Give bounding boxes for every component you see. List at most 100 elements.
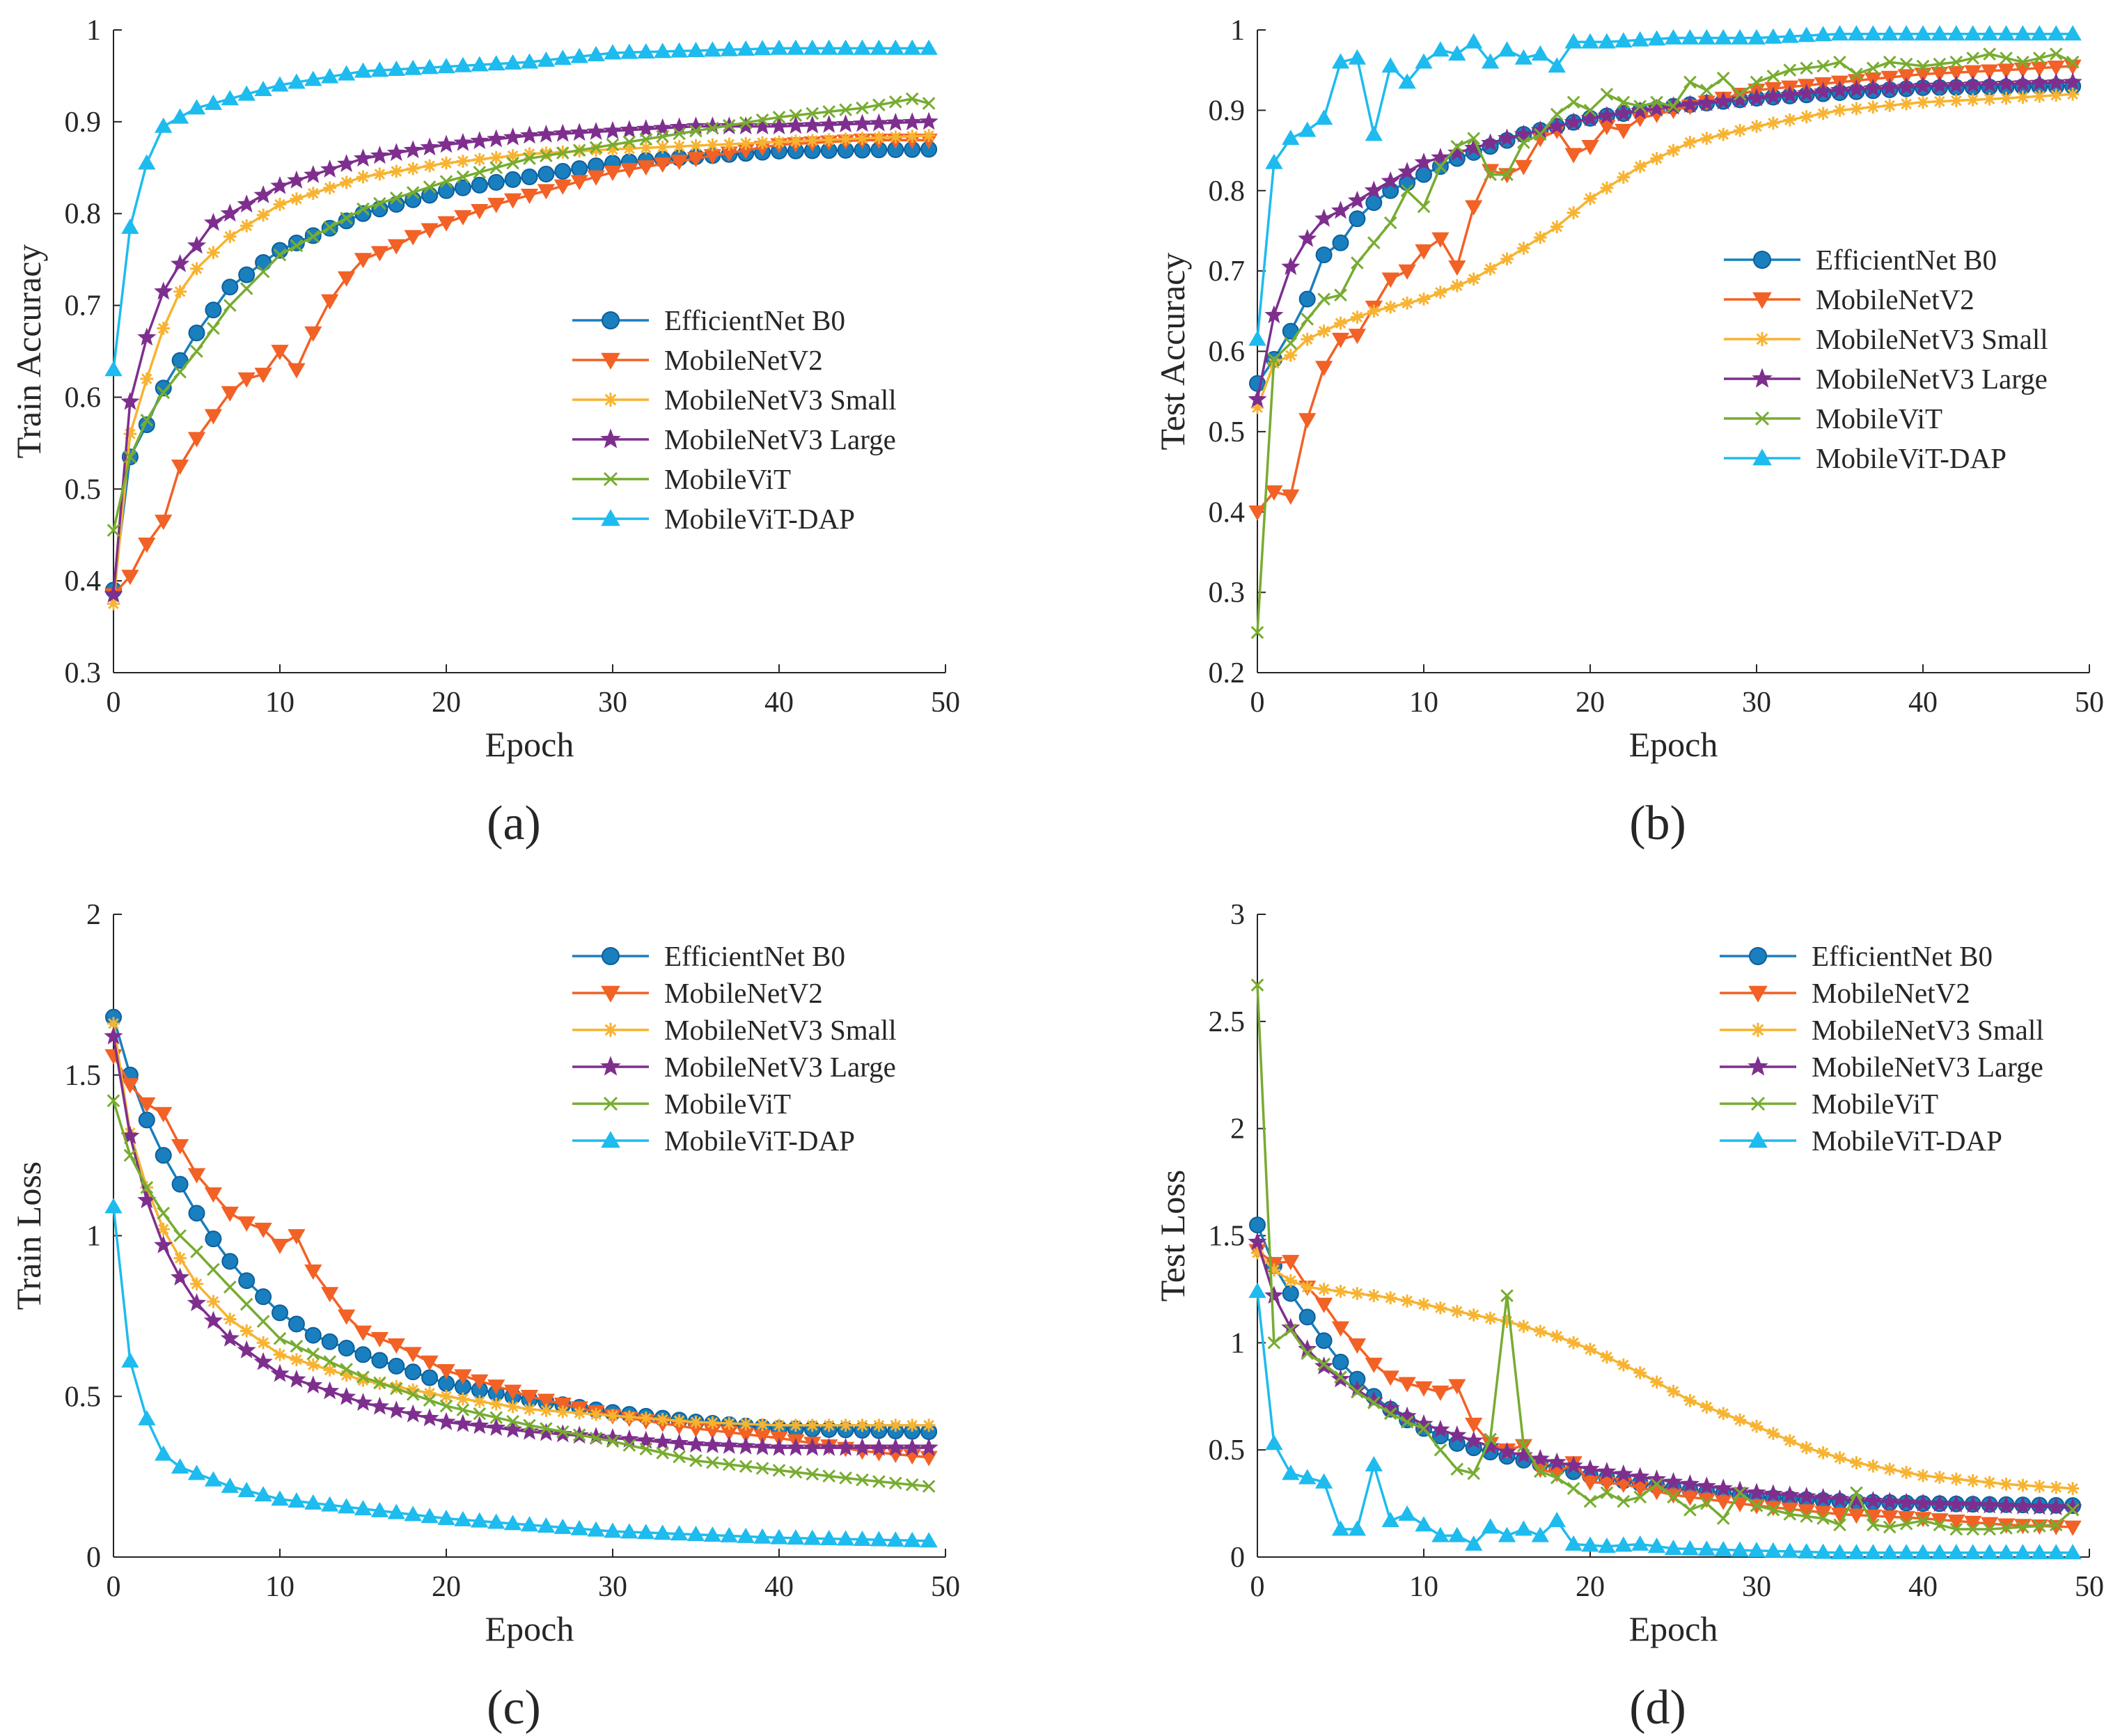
data-point (886, 1531, 904, 1547)
data-point (120, 1126, 140, 1144)
data-point (606, 143, 620, 156)
data-point (2000, 91, 2013, 105)
data-point (1863, 1491, 1883, 1509)
data-point (1600, 1350, 1614, 1364)
data-point (670, 42, 689, 58)
data-point (1947, 1494, 1966, 1512)
data-point (104, 361, 123, 377)
data-point (1631, 31, 1649, 47)
data-point (155, 117, 173, 133)
data-point (123, 450, 137, 464)
legend-marker (603, 1022, 618, 1038)
data-point (238, 1272, 256, 1290)
data-point (237, 372, 256, 388)
data-point (439, 1399, 453, 1413)
data-point (1282, 489, 1300, 505)
data-point (1647, 1469, 1667, 1488)
y-tick-label: 0.9 (1209, 95, 1246, 127)
data-point (1716, 1512, 1730, 1525)
data-point (722, 118, 736, 132)
data-point (1597, 106, 1617, 124)
data-point (1883, 1520, 1897, 1534)
data-point (570, 1519, 588, 1535)
data-point (702, 1435, 722, 1453)
legend-entry: EfficientNet B0 (572, 304, 845, 336)
x-tick-label: 30 (1742, 687, 1771, 719)
data-point (670, 155, 689, 171)
data-point (1931, 25, 1949, 41)
data-point (1750, 1499, 1764, 1512)
data-point (337, 65, 356, 81)
x-tick-label: 0 (1250, 1571, 1265, 1603)
data-point (1383, 1291, 1397, 1305)
legend-marker (600, 1056, 621, 1076)
data-point (439, 1389, 453, 1403)
data-point (1816, 107, 1830, 120)
legend-entry: MobileViT (1724, 402, 1942, 435)
data-point (173, 285, 187, 299)
data-point (221, 90, 239, 106)
data-point (1548, 57, 1566, 73)
data-point (420, 1408, 439, 1427)
data-point (1980, 25, 1999, 41)
data-point (1450, 279, 1464, 292)
data-point (2016, 91, 2029, 104)
legend-marker (603, 392, 618, 407)
x-tick-label: 30 (598, 1571, 627, 1603)
data-point (1631, 1467, 1650, 1485)
data-point (321, 1333, 338, 1350)
data-point (1916, 59, 1930, 73)
data-point (622, 1410, 636, 1424)
data-point (1434, 1443, 1447, 1457)
legend-label: MobileNetV3 Large (664, 423, 896, 455)
data-point (1331, 332, 1350, 348)
x-tick-label: 10 (265, 687, 295, 719)
data-point (1699, 1496, 1713, 1510)
data-point (473, 1407, 487, 1421)
data-point (1498, 41, 1516, 57)
data-point (1897, 69, 1915, 85)
data-point (471, 1374, 489, 1390)
data-point (2046, 72, 2066, 91)
data-point (1683, 1394, 1697, 1407)
data-point (1447, 1425, 1467, 1444)
data-point (1931, 1544, 1949, 1560)
data-point (1465, 1417, 1483, 1433)
data-point (1766, 70, 1780, 83)
legend-entry: MobileNetV3 Large (1720, 1051, 2043, 1083)
series-mobilenetv3-large (1248, 72, 2082, 408)
data-point (1880, 25, 1899, 41)
data-point (1450, 139, 1464, 153)
data-point (204, 1187, 223, 1203)
data-point (487, 55, 505, 71)
data-point (1647, 30, 1666, 46)
legend-marker (1750, 1096, 1766, 1111)
data-point (1365, 125, 1383, 141)
legend-label: MobileNetV2 (664, 977, 823, 1009)
data-point (171, 1175, 189, 1193)
data-point (1248, 330, 1266, 346)
data-point (1716, 1407, 1730, 1421)
data-point (523, 152, 536, 165)
data-point (1484, 1311, 1497, 1325)
data-point (1814, 1543, 1832, 1559)
data-point (173, 1251, 187, 1265)
y-tick-label: 1 (1230, 15, 1245, 47)
data-point (388, 1357, 405, 1375)
data-point (157, 386, 171, 400)
data-point (1282, 1285, 1299, 1302)
data-point (354, 1325, 372, 1341)
data-point (1980, 74, 2000, 93)
data-point (819, 115, 839, 133)
chart-panel-2: 0 10 20 30 40 50 0.2 0.3 0.4 0.5 0.6 0.7 0.8 0.9 1 Epoc… (1153, 15, 2104, 850)
data-point (1850, 1486, 1863, 1500)
data-point (340, 1368, 353, 1382)
panel-label: (d) (1629, 1681, 1686, 1735)
data-point (1699, 1400, 1713, 1414)
data-point (1964, 1544, 1982, 1560)
data-point (1298, 290, 1316, 308)
data-point (306, 1347, 320, 1361)
legend-entry: MobileViT (572, 1088, 791, 1120)
data-point (321, 1287, 339, 1303)
data-point (737, 1527, 755, 1543)
